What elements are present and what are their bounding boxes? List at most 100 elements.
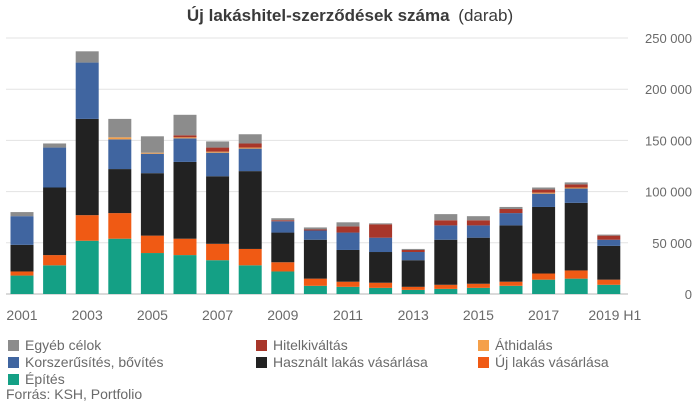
- y-tick-label: 0: [685, 287, 692, 302]
- bar-segment: [75, 240, 99, 294]
- bar-segment: [108, 137, 132, 140]
- bar-segment: [173, 161, 197, 239]
- bar-segment: [206, 147, 230, 152]
- bar-segment: [10, 244, 34, 272]
- chart-title-unit: (darab): [458, 6, 513, 25]
- bar-segment: [434, 214, 458, 221]
- bar-segment: [140, 153, 164, 174]
- bar-segment: [336, 281, 360, 287]
- bar-segment: [75, 215, 99, 241]
- bar-segment: [434, 225, 458, 240]
- x-tick-label: 2007: [202, 307, 233, 323]
- bar-segment: [434, 284, 458, 289]
- bar-segment: [173, 238, 197, 256]
- bar-segment: [564, 187, 588, 189]
- bar-segment: [466, 216, 490, 221]
- bar-segment: [173, 135, 197, 138]
- bar-segment: [336, 222, 360, 227]
- bar-segment: [75, 62, 99, 119]
- bar-segment: [597, 234, 621, 236]
- bar-segment: [43, 147, 67, 188]
- x-tick-label: 2019 H1: [588, 307, 641, 323]
- x-tick-label: 2003: [72, 307, 103, 323]
- bar-segment: [108, 139, 132, 170]
- bar-segment: [564, 184, 588, 188]
- bar-segment: [499, 281, 523, 286]
- bar-segment: [597, 279, 621, 285]
- bar-segment: [271, 271, 295, 294]
- y-axis-ticks: 0 50 000 100 000 150 000 200 000 250 000: [645, 31, 692, 302]
- bar-segment: [238, 171, 262, 249]
- bar-segment: [532, 192, 556, 194]
- bar-segment: [303, 285, 327, 294]
- bar-segment: [140, 235, 164, 254]
- bar-segment: [206, 141, 230, 148]
- bar-segment: [10, 216, 34, 245]
- bar-segment: [369, 223, 393, 225]
- bar-segment: [271, 221, 295, 233]
- bar-segment: [466, 225, 490, 238]
- bar-segment: [10, 212, 34, 217]
- bar-segment: [597, 245, 621, 280]
- source-note: Forrás: KSH, Portfolio: [6, 386, 143, 402]
- bar-segment: [43, 143, 67, 148]
- bar-segment: [206, 151, 230, 153]
- bar-segment: [532, 193, 556, 207]
- chart-title: Új lakáshitel-szerződések száma (darab): [187, 6, 513, 25]
- bar-segment: [564, 188, 588, 203]
- bar-segment: [369, 224, 393, 238]
- bar-segment: [271, 232, 295, 263]
- bar-segment: [401, 286, 425, 290]
- bar-segment: [173, 114, 197, 136]
- bar-segment: [140, 152, 164, 154]
- bar-segment: [43, 265, 67, 294]
- x-tick-label: 2005: [137, 307, 168, 323]
- bar-segment: [401, 289, 425, 294]
- bar-segment: [369, 252, 393, 283]
- bar-segment: [401, 260, 425, 287]
- chart-title-main: Új lakáshitel-szerződések száma: [187, 6, 450, 25]
- x-tick-label: 2009: [267, 307, 298, 323]
- bar-segment: [238, 148, 262, 172]
- bar-segment: [75, 118, 99, 216]
- bar-segment: [43, 255, 67, 266]
- bar-segment: [206, 152, 230, 177]
- bar-segment: [499, 206, 523, 210]
- bar-segment: [466, 237, 490, 284]
- bar-segment: [499, 213, 523, 226]
- bar-segment: [303, 227, 327, 230]
- bar-segment: [532, 189, 556, 193]
- bar-segment: [140, 136, 164, 153]
- bar-segment: [564, 202, 588, 271]
- bar-segment: [238, 143, 262, 148]
- bar-segment: [206, 260, 230, 294]
- bar-segment: [336, 232, 360, 250]
- bar-segment: [108, 118, 132, 138]
- bar-segment: [466, 287, 490, 294]
- bar-segment: [532, 273, 556, 280]
- bar-segment: [369, 237, 393, 253]
- bar-segment: [564, 182, 588, 185]
- bar-segment: [336, 226, 360, 233]
- y-tick-label: 150 000: [645, 133, 692, 148]
- bar-segment: [597, 284, 621, 294]
- bar-segment: [466, 283, 490, 288]
- bar-segment: [108, 213, 132, 239]
- bar-segment: [401, 249, 425, 253]
- bar-segment: [532, 206, 556, 274]
- bar-segment: [271, 220, 295, 222]
- bar-segment: [303, 230, 327, 240]
- bar-segment: [10, 275, 34, 294]
- bar-segment: [401, 248, 425, 250]
- bar-segment: [303, 229, 327, 231]
- bar-segment: [336, 286, 360, 294]
- y-tick-label: 100 000: [645, 185, 692, 200]
- bar-segment: [140, 253, 164, 294]
- bar-segment: [43, 187, 67, 256]
- bar-segment: [564, 270, 588, 279]
- y-tick-label: 200 000: [645, 82, 692, 97]
- bar-segment: [271, 262, 295, 272]
- bar-segment: [238, 248, 262, 266]
- x-axis-ticks: 2001 2003 2005 2007 2009 2011 2013 2015 2017 2019…: [6, 307, 641, 323]
